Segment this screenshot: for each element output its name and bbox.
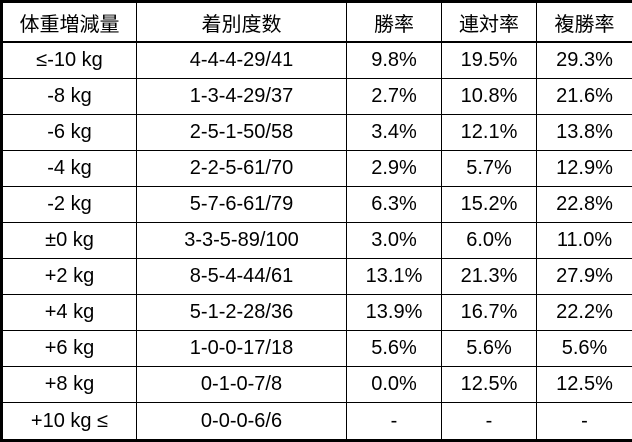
table-cell: 12.1% (441, 114, 537, 152)
table-cell: 12.9% (536, 150, 632, 188)
table-cell: 4-4-4-29/41 (136, 41, 347, 80)
table-header: 体重増減量 着別度数 勝率 連対率 複勝率 (1, 1, 632, 43)
table-cell: 10.8% (441, 78, 537, 116)
header-cell-3: 連対率 (441, 1, 537, 43)
table-cell: 5.6% (536, 330, 632, 368)
table-cell: -2 kg (1, 186, 137, 224)
table-cell: 0-0-0-6/6 (136, 402, 347, 441)
table-cell: ≤-10 kg (1, 41, 137, 80)
table-cell: 16.7% (441, 294, 537, 332)
table-cell: 2.9% (346, 150, 442, 188)
table-cell: 3.4% (346, 114, 442, 152)
table-cell: +2 kg (1, 258, 137, 296)
table-cell: 15.2% (441, 186, 537, 224)
header-cell-0: 体重増減量 (1, 1, 137, 43)
table-cell: +8 kg (1, 366, 137, 404)
table-cell: 11.0% (536, 222, 632, 260)
table-cell: 5.7% (441, 150, 537, 188)
table-cell: 1-0-0-17/18 (136, 330, 347, 368)
table-cell: 13.8% (536, 114, 632, 152)
table-cell: 5.6% (441, 330, 537, 368)
table-cell: +4 kg (1, 294, 137, 332)
table-cell: - (346, 402, 442, 441)
table-cell: ±0 kg (1, 222, 137, 260)
table-cell: - (536, 402, 632, 441)
table-cell: 21.6% (536, 78, 632, 116)
table-cell: 19.5% (441, 41, 537, 80)
table-row: -4 kg 2-2-5-61/70 2.9% 5.7% 12.9% (1, 150, 632, 188)
table-cell: 2-5-1-50/58 (136, 114, 347, 152)
table-row: -8 kg 1-3-4-29/37 2.7% 10.8% 21.6% (1, 78, 632, 116)
table-cell: 12.5% (536, 366, 632, 404)
table-row: +4 kg 5-1-2-28/36 13.9% 16.7% 22.2% (1, 294, 632, 332)
table-cell: 6.0% (441, 222, 537, 260)
table-cell: 22.8% (536, 186, 632, 224)
table-cell: 2-2-5-61/70 (136, 150, 347, 188)
table-row: ±0 kg 3-3-5-89/100 3.0% 6.0% 11.0% (1, 222, 632, 260)
table-cell: 13.1% (346, 258, 442, 296)
table-cell: 5.6% (346, 330, 442, 368)
table-cell: 6.3% (346, 186, 442, 224)
table-cell: +10 kg ≤ (1, 402, 137, 441)
table-cell: 3-3-5-89/100 (136, 222, 347, 260)
table-cell: 12.5% (441, 366, 537, 404)
header-cell-2: 勝率 (346, 1, 442, 43)
table-cell: 3.0% (346, 222, 442, 260)
table-cell: 5-7-6-61/79 (136, 186, 347, 224)
table-cell: 27.9% (536, 258, 632, 296)
table-row: +6 kg 1-0-0-17/18 5.6% 5.6% 5.6% (1, 330, 632, 368)
table-cell: 29.3% (536, 41, 632, 80)
table-body: ≤-10 kg 4-4-4-29/41 9.8% 19.5% 29.3% -8 kg 1-3… (1, 41, 632, 441)
table-cell: -6 kg (1, 114, 137, 152)
table-row: +2 kg 8-5-4-44/61 13.1% 21.3% 27.9% (1, 258, 632, 296)
table-row: -2 kg 5-7-6-61/79 6.3% 15.2% 22.8% (1, 186, 632, 224)
table-row: +10 kg ≤0-0-0-6/6- - - (1, 402, 632, 441)
table-cell: 13.9% (346, 294, 442, 332)
header-cell-4: 複勝率 (536, 1, 632, 43)
header-row: 体重増減量 着別度数 勝率 連対率 複勝率 (1, 1, 632, 43)
table-cell: 1-3-4-29/37 (136, 78, 347, 116)
table-cell: 5-1-2-28/36 (136, 294, 347, 332)
table-cell: -4 kg (1, 150, 137, 188)
table-cell: 0.0% (346, 366, 442, 404)
table-cell: -8 kg (1, 78, 137, 116)
table-cell: 0-1-0-7/8 (136, 366, 347, 404)
table-cell: 9.8% (346, 41, 442, 80)
table-cell: 21.3% (441, 258, 537, 296)
table-row: ≤-10 kg 4-4-4-29/41 9.8% 19.5% 29.3% (1, 41, 632, 80)
table-cell: +6 kg (1, 330, 137, 368)
table-cell: - (441, 402, 537, 441)
table-row: +8 kg 0-1-0-7/8 0.0% 12.5% 12.5% (1, 366, 632, 404)
table-cell: 22.2% (536, 294, 632, 332)
table-cell: 2.7% (346, 78, 442, 116)
header-cell-1: 着別度数 (136, 1, 347, 43)
table-cell: 8-5-4-44/61 (136, 258, 347, 296)
table-row: -6 kg 2-5-1-50/58 3.4% 12.1% 13.8% (1, 114, 632, 152)
